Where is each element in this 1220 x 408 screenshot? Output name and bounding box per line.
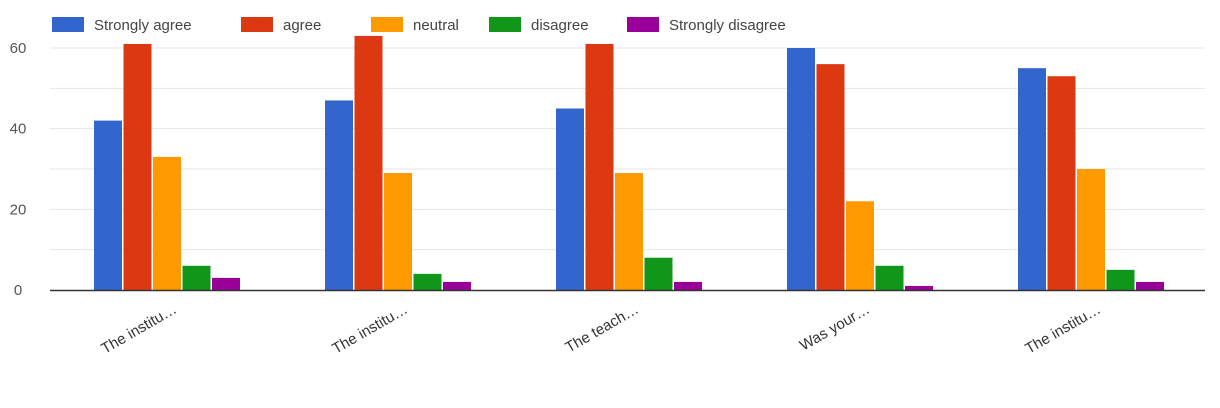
bar-neutral [615, 173, 643, 290]
legend-swatch [371, 17, 403, 32]
bar-strongly-disagree [212, 278, 240, 290]
bar-disagree [183, 266, 211, 290]
y-axis-ticks: 0 20 40 60 [10, 40, 27, 299]
x-category-label: Was your… [797, 301, 873, 355]
bar-agree [355, 36, 383, 290]
legend-label: Strongly disagree [669, 17, 786, 34]
bar-strongly-agree [94, 121, 122, 290]
legend: Strongly agree agree neutral disagree Strong… [52, 17, 786, 34]
bar-disagree [1107, 270, 1135, 290]
y-tick-label: 40 [10, 121, 27, 138]
bar-neutral [153, 157, 181, 290]
bar-strongly-disagree [674, 282, 702, 290]
x-category-label: The institu… [1022, 301, 1103, 358]
legend-swatch [241, 17, 273, 32]
bar-strongly-agree [556, 109, 584, 291]
bar-strongly-agree [1018, 68, 1046, 290]
legend-label: neutral [413, 17, 459, 34]
bar-strongly-disagree [443, 282, 471, 290]
legend-label: agree [283, 17, 321, 34]
bar-strongly-disagree [905, 286, 933, 290]
bar-strongly-disagree [1136, 282, 1164, 290]
bar-neutral [384, 173, 412, 290]
bars [94, 36, 1164, 290]
x-category-label: The institu… [98, 301, 179, 358]
bar-agree [124, 44, 152, 290]
bar-strongly-agree [787, 48, 815, 290]
bar-disagree [645, 258, 673, 290]
legend-swatch [489, 17, 521, 32]
bar-disagree [876, 266, 904, 290]
y-tick-label: 20 [10, 201, 27, 218]
y-tick-label: 60 [10, 40, 27, 57]
bar-agree [586, 44, 614, 290]
x-axis: The institu… The institu… The teach… Was yo… [50, 291, 1205, 358]
legend-swatch [52, 17, 84, 32]
legend-swatch [627, 17, 659, 32]
x-category-label: The teach… [562, 301, 641, 357]
y-tick-label: 0 [14, 282, 22, 299]
bar-neutral [846, 201, 874, 290]
legend-label: disagree [531, 17, 589, 34]
bar-disagree [414, 274, 442, 290]
legend-label: Strongly agree [94, 17, 192, 34]
bar-agree [817, 64, 845, 290]
x-category-label: The institu… [329, 301, 410, 358]
bar-agree [1048, 76, 1076, 290]
bar-neutral [1077, 169, 1105, 290]
bar-strongly-agree [325, 100, 353, 290]
